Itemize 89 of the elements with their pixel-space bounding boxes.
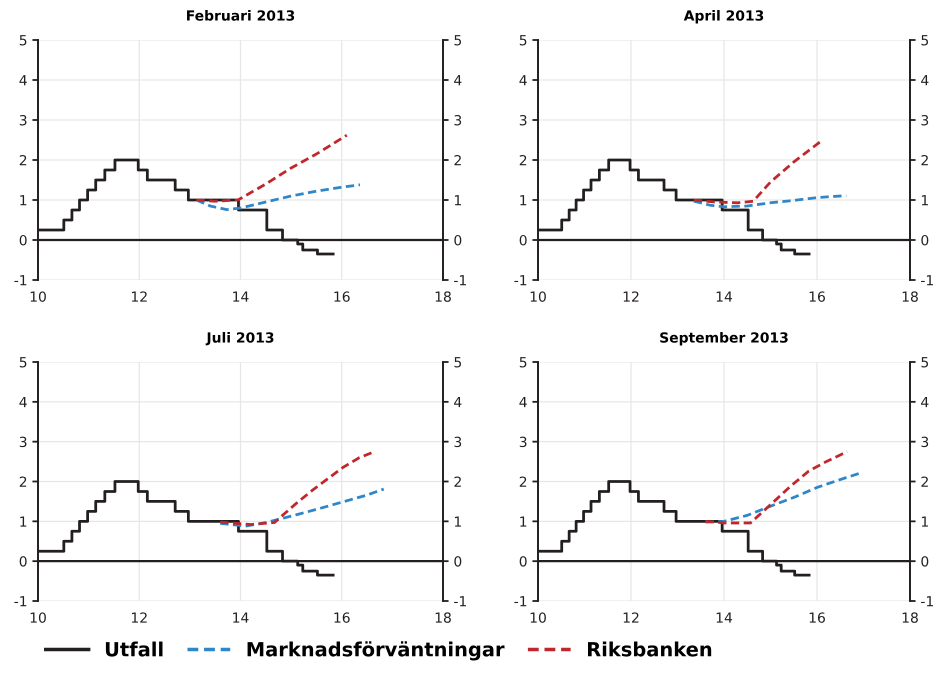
x-tick-label: 10 (530, 291, 546, 302)
y2-tick-label: 3 (921, 436, 928, 448)
line-series (692, 194, 848, 208)
y-tick-label: 0 (20, 234, 27, 246)
y2-tick-label: 5 (921, 35, 928, 46)
y2-tick-label: 2 (921, 476, 928, 487)
line-series (704, 472, 860, 524)
y-tick-label: 5 (20, 35, 26, 46)
line-series (195, 183, 362, 211)
y2-tick-label: 4 (921, 75, 928, 86)
x-tick-label: 12 (132, 291, 147, 302)
y-tick-label: 2 (20, 476, 26, 487)
legend-label: Marknadsförväntningar (248, 641, 504, 660)
y-tick-label: 5 (520, 35, 526, 46)
y2-tick-label: -1 (454, 596, 466, 606)
y2-tick-label: 3 (454, 114, 462, 126)
y-tick-label: 1 (520, 195, 526, 206)
line-series (218, 488, 386, 528)
y-tick-label: 3 (20, 114, 26, 126)
y2-tick-label: 2 (454, 476, 461, 487)
y2-tick-label: 1 (454, 516, 461, 527)
y2-tick-label: 0 (921, 556, 928, 567)
y-tick-label: 4 (19, 75, 27, 86)
x-tick-label: 16 (810, 612, 825, 623)
y-tick-label: 1 (520, 516, 526, 527)
y2-tick-label: 5 (454, 35, 462, 46)
x-tick-label: 10 (530, 612, 546, 623)
y-tick-label: 0 (520, 556, 527, 567)
x-tick-label: 18 (436, 612, 451, 623)
y2-tick-label: 5 (454, 357, 462, 368)
y2-tick-label: 1 (454, 195, 461, 206)
y2-tick-label: 4 (454, 396, 462, 408)
y-tick-label: 1 (20, 516, 26, 527)
y-tick-label: 4 (19, 396, 27, 408)
y-tick-label: 0 (520, 234, 527, 246)
y-tick-label: 5 (520, 357, 526, 368)
y-tick-label: -1 (14, 596, 26, 606)
chart-title: September 2013 (660, 332, 788, 346)
y-tick-label: -1 (14, 275, 26, 286)
x-tick-label: 14 (716, 612, 732, 623)
x-tick-label: 12 (624, 612, 638, 623)
x-tick-label: 16 (334, 291, 350, 302)
y-tick-label: 3 (520, 114, 526, 126)
y2-tick-label: 2 (454, 154, 461, 166)
x-tick-label: 12 (624, 291, 638, 302)
x-tick-label: 16 (810, 291, 825, 302)
y2-tick-label: 0 (454, 234, 462, 246)
y2-tick-label: 0 (921, 234, 928, 246)
x-tick-label: 14 (233, 612, 249, 623)
line-series (195, 134, 348, 203)
y2-tick-label: 3 (921, 114, 928, 126)
y2-tick-label: 2 (921, 154, 928, 166)
y-tick-label: 4 (519, 396, 527, 408)
y2-tick-label: 3 (454, 436, 462, 448)
x-tick-label: 16 (334, 612, 350, 623)
x-tick-label: 14 (716, 292, 732, 302)
x-tick-label: 10 (30, 291, 46, 302)
y-tick-label: 3 (520, 436, 526, 448)
x-tick-label: 18 (902, 291, 918, 302)
y-tick-label: -1 (514, 596, 526, 606)
y-tick-label: 2 (520, 476, 526, 487)
y-tick-label: 4 (519, 75, 527, 86)
x-tick-label: 14 (233, 292, 249, 302)
legend-label: Utfall (106, 642, 162, 657)
y-tick-label: -1 (514, 275, 526, 286)
y2-tick-label: 5 (921, 357, 928, 368)
y2-tick-label: 1 (922, 516, 928, 527)
chart-title: Juli 2013 (206, 332, 274, 346)
legend-label: Riksbanken (588, 642, 712, 657)
y2-tick-label: -1 (921, 275, 933, 286)
y-tick-label: 2 (20, 154, 26, 166)
y-tick-label: 3 (20, 436, 26, 448)
y-tick-label: 1 (20, 195, 26, 206)
y2-tick-label: -1 (454, 275, 466, 286)
x-tick-label: 18 (436, 291, 451, 302)
y2-tick-label: 0 (454, 556, 462, 567)
y-tick-label: 0 (20, 556, 27, 567)
line-series (704, 450, 849, 524)
chart-title: Februari 2013 (187, 10, 294, 21)
x-tick-label: 10 (30, 612, 46, 623)
y2-tick-label: -1 (921, 596, 933, 606)
x-tick-label: 12 (132, 612, 147, 623)
y2-tick-label: 1 (922, 195, 928, 206)
x-tick-label: 18 (902, 612, 918, 623)
y-tick-label: 5 (20, 357, 26, 368)
chart-title: April 2013 (684, 10, 764, 24)
y2-tick-label: 4 (921, 396, 928, 408)
y2-tick-label: 4 (454, 75, 462, 86)
y-tick-label: 2 (520, 154, 526, 166)
